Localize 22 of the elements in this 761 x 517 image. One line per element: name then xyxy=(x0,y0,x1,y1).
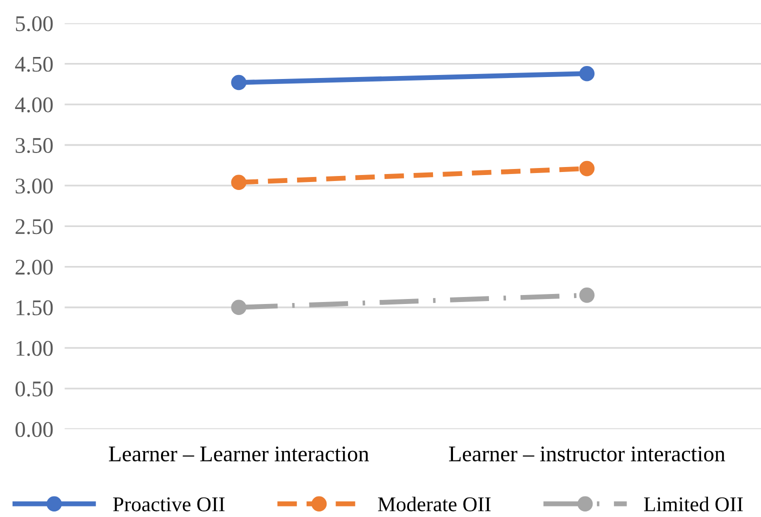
point xyxy=(579,160,595,176)
point xyxy=(231,74,246,90)
x-tick-label: Learner – instructor interaction xyxy=(449,446,726,462)
y-tick-label: 0.00 xyxy=(16,422,53,438)
y-tick-label: 0.50 xyxy=(16,381,53,397)
y-tick-label: 2.50 xyxy=(16,219,53,234)
legend-label: Proactive OII xyxy=(113,497,225,512)
point xyxy=(579,288,595,303)
y-tick-label: 4.00 xyxy=(15,97,53,112)
point xyxy=(231,300,246,315)
y-tick-label: 1.50 xyxy=(16,300,53,316)
y-tick-label: 3.50 xyxy=(16,138,53,154)
point xyxy=(231,174,246,190)
y-tick-label: 5.00 xyxy=(16,16,53,32)
y-tick-label: 2.00 xyxy=(16,260,53,275)
legend-label: Moderate OII xyxy=(378,496,491,512)
y-tick-label: 3.00 xyxy=(16,178,53,194)
point xyxy=(579,66,595,82)
y-tick-label: 1.00 xyxy=(16,340,53,356)
y-tick-label: 4.50 xyxy=(15,56,53,72)
x-tick-label: Learner – Learner interaction xyxy=(108,446,369,462)
legend-label: Limited OII xyxy=(644,496,743,512)
